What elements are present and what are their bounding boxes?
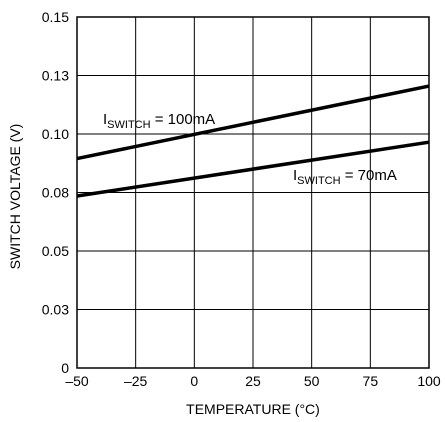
y-tick-label: 0 [61, 360, 69, 376]
grid [76, 16, 430, 369]
series-annotation: ISWITCH = 70mA [293, 167, 397, 187]
y-tick-label: 0.05 [42, 243, 69, 259]
x-axis-label: TEMPERATURE (°C) [186, 401, 320, 417]
x-tick-label: 50 [304, 373, 320, 389]
series-line [76, 84, 430, 161]
x-tick-label: 75 [363, 373, 379, 389]
y-tick-labels: 0 0.03 0.05 0.08 0.10 0.13 0.15 [42, 9, 69, 376]
y-tick-label: 0.15 [42, 9, 69, 25]
annotation-main: I [103, 111, 107, 128]
x-tick-label: 100 [417, 373, 441, 389]
annotation-sub: SWITCH [297, 175, 340, 187]
annotation-sub: SWITCH [107, 119, 150, 131]
plot-frame [76, 16, 430, 369]
annotation-main: I [293, 167, 297, 184]
y-axis-label: SWITCH VOLTAGE (V) [7, 124, 23, 270]
y-tick-label: 0.13 [42, 68, 69, 84]
y-tick-label: 0.03 [42, 302, 69, 318]
series-annotation: ISWITCH = 100mA [103, 111, 215, 131]
x-tick-label: 25 [245, 373, 261, 389]
series-line [76, 140, 430, 198]
x-tick-label: 0 [190, 373, 198, 389]
x-tick-labels: –50 –25 0 25 50 75 100 [65, 373, 441, 389]
annotation-rest: = 70mA [341, 167, 397, 184]
x-tick-label: –50 [65, 373, 89, 389]
annotation-rest: = 100mA [151, 111, 216, 128]
series-lines [76, 84, 430, 198]
y-tick-label: 0.10 [42, 126, 69, 142]
x-tick-label: –25 [124, 373, 148, 389]
y-tick-label: 0.08 [42, 185, 69, 201]
